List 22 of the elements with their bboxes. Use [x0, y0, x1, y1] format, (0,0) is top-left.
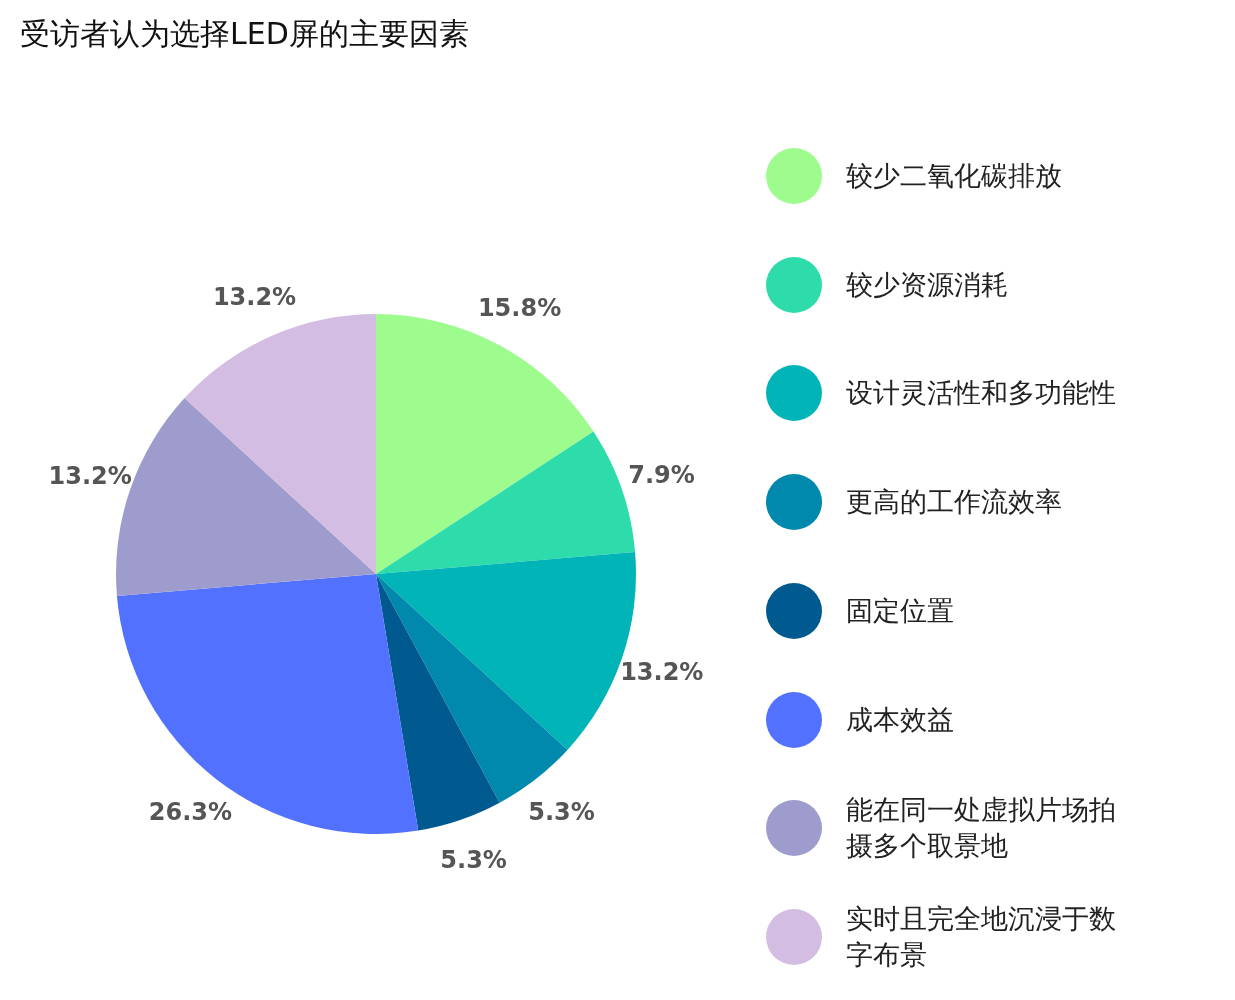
- legend-label: 固定位置: [846, 593, 955, 628]
- data-label: 7.9%: [628, 461, 695, 490]
- data-label: 5.3%: [440, 845, 507, 874]
- data-label: 26.3%: [148, 798, 233, 827]
- legend-label: 成本效益: [846, 702, 955, 737]
- chart-title: 受访者认为选择LED屏的主要因素: [20, 15, 469, 53]
- data-label: 5.3%: [528, 798, 595, 827]
- data-label: 13.2%: [48, 462, 132, 491]
- legend-label: 较少资源消耗: [846, 267, 1009, 302]
- pie-slice: [376, 574, 568, 803]
- pie-slice: [184, 314, 376, 574]
- pie-slice: [376, 314, 594, 574]
- pie-slice: [376, 574, 500, 831]
- data-label: 15.8%: [477, 294, 562, 323]
- legend-label: 更高的工作流效率: [846, 485, 1063, 520]
- data-label: 13.2%: [212, 283, 297, 312]
- legend-label: 较少二氧化碳排放: [846, 159, 1063, 193]
- pie-slice: [116, 574, 419, 834]
- legend-label: 实时且完全地沉浸于数字布景: [846, 901, 1117, 972]
- data-label: 13.2%: [620, 657, 704, 686]
- legend-label: 设计灵活性和多功能性: [846, 376, 1117, 411]
- legend-label: 能在同一处虚拟片场拍摄多个取景地: [846, 793, 1117, 864]
